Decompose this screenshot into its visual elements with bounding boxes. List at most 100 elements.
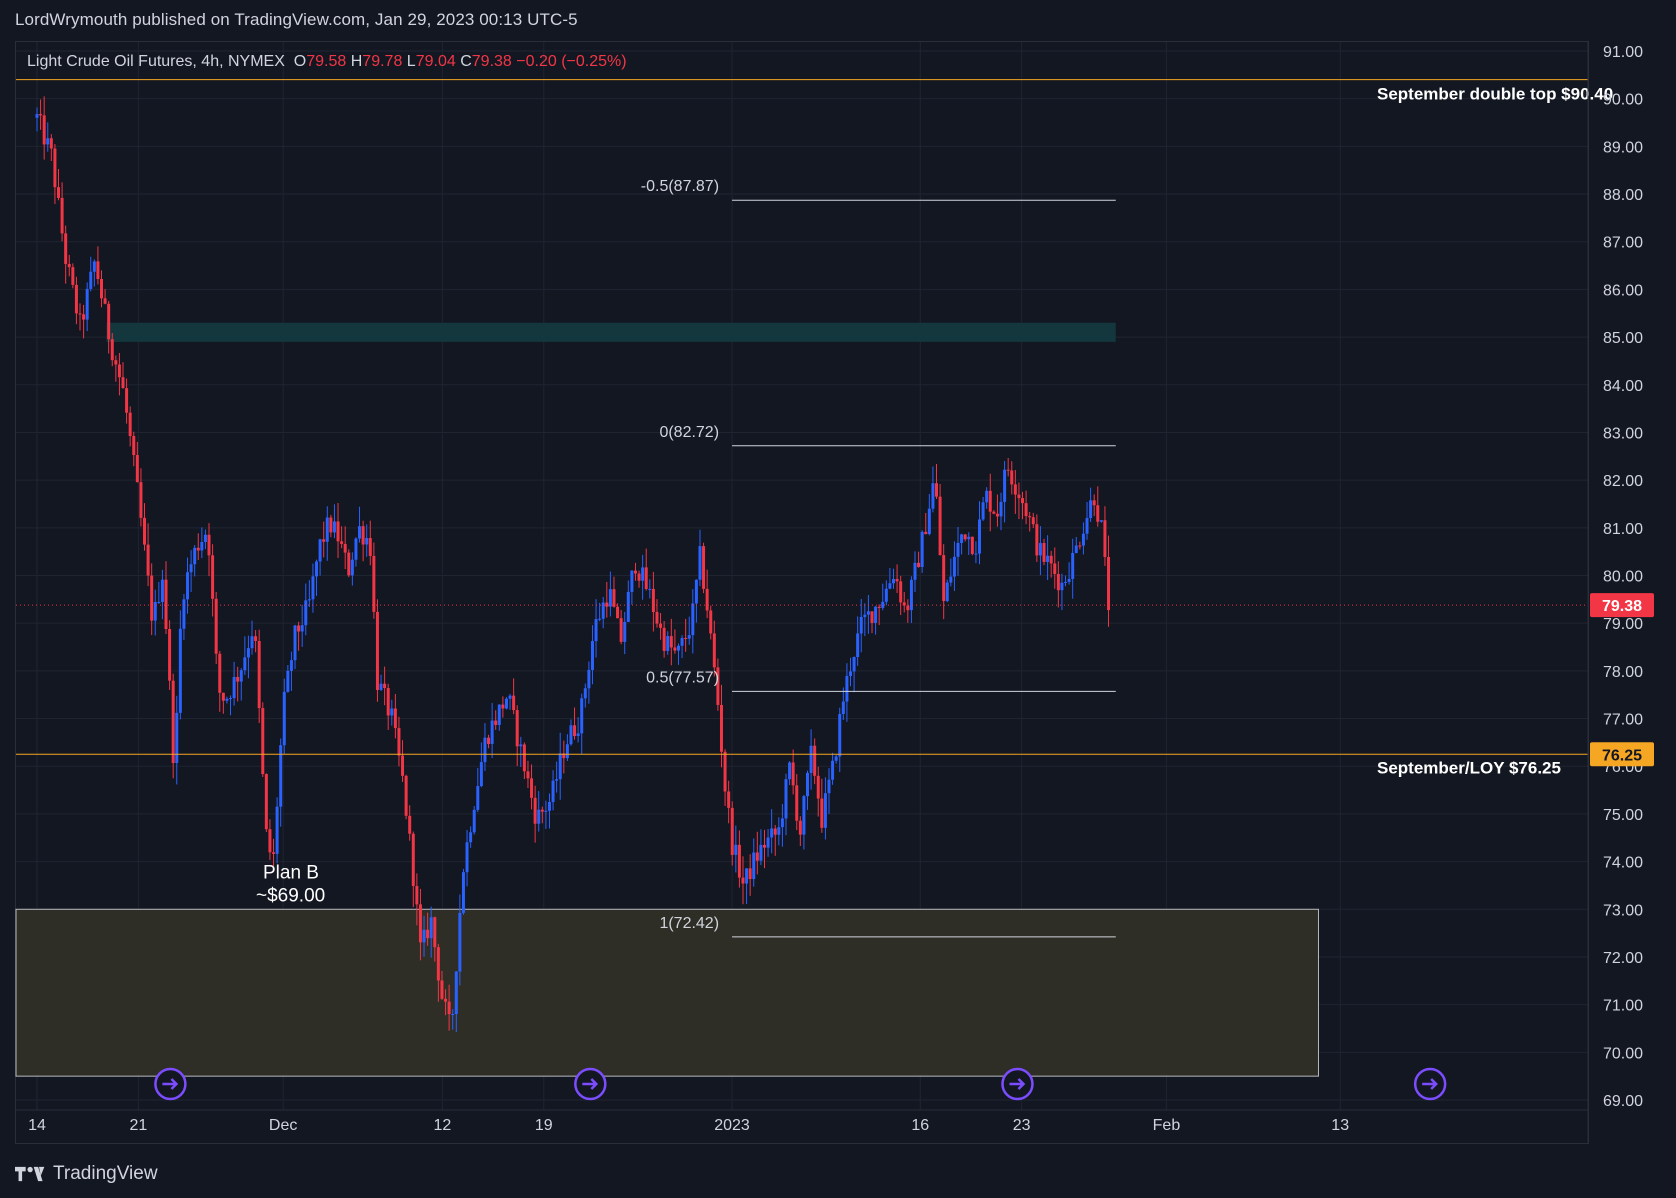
candle-body <box>1064 581 1068 583</box>
candle-body <box>526 771 530 779</box>
candle-body <box>132 436 136 456</box>
candle-body <box>74 284 78 314</box>
candle-body <box>985 490 989 503</box>
candle-body <box>418 904 422 943</box>
navigate-icon[interactable] <box>1001 1067 1034 1101</box>
candle-body <box>125 388 129 413</box>
candle-body <box>182 599 186 629</box>
candle-body <box>716 667 720 705</box>
candle-body <box>748 868 752 880</box>
navigate-icon-arrow[interactable] <box>1422 1078 1438 1090</box>
candle-body <box>461 872 465 913</box>
candle-body <box>307 599 311 601</box>
candle-body <box>623 621 627 642</box>
candle-body <box>1067 578 1071 582</box>
candle-body <box>813 745 817 776</box>
legend-high-value: 79.78 <box>362 53 403 70</box>
price-tick-label: 83.00 <box>1603 425 1643 442</box>
candle-body <box>1056 573 1060 591</box>
tradingview-logo-icon <box>15 1166 45 1182</box>
candle-body <box>1096 505 1100 522</box>
navigate-icon[interactable] <box>1413 1067 1447 1101</box>
candle-body <box>823 793 827 828</box>
navigate-icon-arrow[interactable] <box>1009 1078 1026 1090</box>
candle-body <box>350 559 354 576</box>
candle-body <box>999 501 1003 517</box>
candle-body <box>537 809 541 824</box>
navigate-icon[interactable] <box>154 1067 187 1101</box>
candle-body <box>261 708 265 775</box>
candle-body <box>157 601 161 603</box>
price-tick-label: 91.00 <box>1603 44 1643 61</box>
candle-body <box>49 138 53 149</box>
candle-body <box>551 780 555 803</box>
publisher-header: LordWrymouth published on TradingView.co… <box>15 10 578 34</box>
candle-body <box>734 844 738 855</box>
price-tick-label: 85.00 <box>1603 330 1643 347</box>
candle-body <box>368 538 372 556</box>
candle-body <box>712 633 716 668</box>
price-tick-label: 77.00 <box>1603 712 1643 729</box>
candle-body <box>282 691 286 746</box>
navigate-icon-arrow[interactable] <box>162 1078 179 1090</box>
legend-close-value: 79.38 <box>471 53 512 70</box>
candle-body <box>329 517 333 533</box>
candle-body <box>440 980 444 999</box>
candle-body <box>755 852 759 861</box>
candle-body <box>39 114 43 116</box>
candle-body <box>390 708 394 716</box>
candle-body <box>408 815 412 834</box>
candle-body <box>773 828 777 835</box>
candle-body <box>859 616 863 634</box>
candle-body <box>576 733 580 737</box>
candle-body <box>745 868 749 884</box>
time-tick-label: 19 <box>535 1117 553 1134</box>
candle-body <box>737 844 741 878</box>
candle-body <box>257 641 261 709</box>
candle-body <box>780 818 784 828</box>
candle-body <box>107 303 111 340</box>
candle-body <box>978 519 982 554</box>
candle-body <box>168 629 172 681</box>
candle-body <box>673 647 677 651</box>
candle-body <box>691 603 695 636</box>
candle-body <box>71 267 75 285</box>
candle-body <box>354 538 358 560</box>
candle-body <box>501 704 505 709</box>
candle-body <box>956 542 960 557</box>
navigate-icon-arrow[interactable] <box>582 1078 599 1090</box>
candle-body <box>454 971 458 1015</box>
candle-body <box>200 541 204 551</box>
candle-body <box>827 779 831 794</box>
candle-body <box>906 605 910 611</box>
legend-symbol: Light Crude Oil Futures, 4h, NYMEX <box>27 53 285 70</box>
level-price-tag-bg <box>1590 742 1654 767</box>
time-tick-label: 14 <box>28 1117 46 1134</box>
candle-body <box>375 611 379 690</box>
candle-body <box>92 261 96 272</box>
price-tick-label: 82.00 <box>1603 473 1643 490</box>
navigate-icon[interactable] <box>574 1067 607 1101</box>
candle-body <box>340 541 344 544</box>
candle-body <box>583 688 587 699</box>
tradingview-footer[interactable]: TradingView <box>15 1160 158 1188</box>
candle-body <box>784 779 788 819</box>
candle-body <box>913 562 917 580</box>
candle-body <box>490 720 494 744</box>
candle-body <box>1060 582 1064 591</box>
candle-body <box>942 555 946 602</box>
candle-body <box>838 714 842 757</box>
price-tick-label: 70.00 <box>1603 1045 1643 1062</box>
candle-body <box>289 660 293 671</box>
candle-body <box>211 555 215 599</box>
legend-low-value: 79.04 <box>415 53 456 70</box>
candle-body <box>963 534 967 540</box>
candle-body <box>831 760 835 780</box>
axis-layer: 91.00 90.00 89.00 88.00 87.00 86.00 85.00 84.00… <box>16 42 1654 1144</box>
candle-body <box>648 588 652 590</box>
candle-body <box>1042 543 1046 562</box>
candle-body <box>494 720 498 725</box>
candle-body <box>232 676 236 699</box>
candle-body <box>909 579 913 611</box>
